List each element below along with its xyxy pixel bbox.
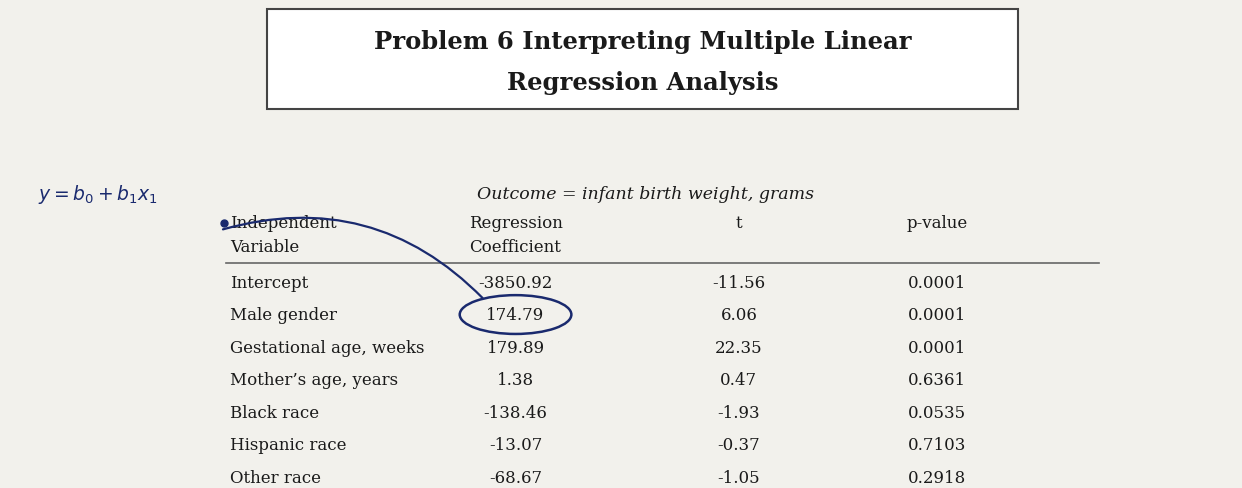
Text: -11.56: -11.56 [713,274,765,291]
Text: 1.38: 1.38 [497,371,534,388]
Text: 0.0535: 0.0535 [908,404,966,421]
Text: Regression Analysis: Regression Analysis [507,71,779,95]
Text: 0.0001: 0.0001 [908,339,966,356]
Text: Intercept: Intercept [230,274,308,291]
Text: 22.35: 22.35 [715,339,763,356]
Text: Outcome = infant birth weight, grams: Outcome = infant birth weight, grams [477,186,815,203]
Text: 0.7103: 0.7103 [908,436,966,453]
Text: -1.05: -1.05 [718,468,760,486]
Text: Regression: Regression [468,215,563,232]
Text: 6.06: 6.06 [720,306,758,324]
Text: 0.0001: 0.0001 [908,306,966,324]
Text: -68.67: -68.67 [489,468,542,486]
Text: Male gender: Male gender [230,306,338,324]
Text: 179.89: 179.89 [487,339,544,356]
Text: Hispanic race: Hispanic race [230,436,347,453]
Text: 0.47: 0.47 [720,371,758,388]
FancyBboxPatch shape [267,10,1018,110]
Text: 0.2918: 0.2918 [908,468,966,486]
Text: Gestational age, weeks: Gestational age, weeks [230,339,425,356]
Text: Variable: Variable [230,238,299,255]
Text: 0.0001: 0.0001 [908,274,966,291]
Text: Other race: Other race [230,468,322,486]
Text: -13.07: -13.07 [489,436,543,453]
Text: Mother’s age, years: Mother’s age, years [230,371,399,388]
Text: -0.37: -0.37 [718,436,760,453]
Text: p-value: p-value [907,215,968,232]
Text: Coefficient: Coefficient [469,238,561,255]
Text: $y = b_0 + b_1 x_1$: $y = b_0 + b_1 x_1$ [39,183,158,206]
Text: 174.79: 174.79 [487,306,545,324]
Text: Problem 6 Interpreting Multiple Linear: Problem 6 Interpreting Multiple Linear [374,30,912,54]
Text: Independent: Independent [230,215,337,232]
Text: -1.93: -1.93 [718,404,760,421]
Text: -138.46: -138.46 [483,404,548,421]
Text: t: t [735,215,743,232]
Text: Black race: Black race [230,404,319,421]
Text: -3850.92: -3850.92 [478,274,553,291]
Text: 0.6361: 0.6361 [908,371,966,388]
